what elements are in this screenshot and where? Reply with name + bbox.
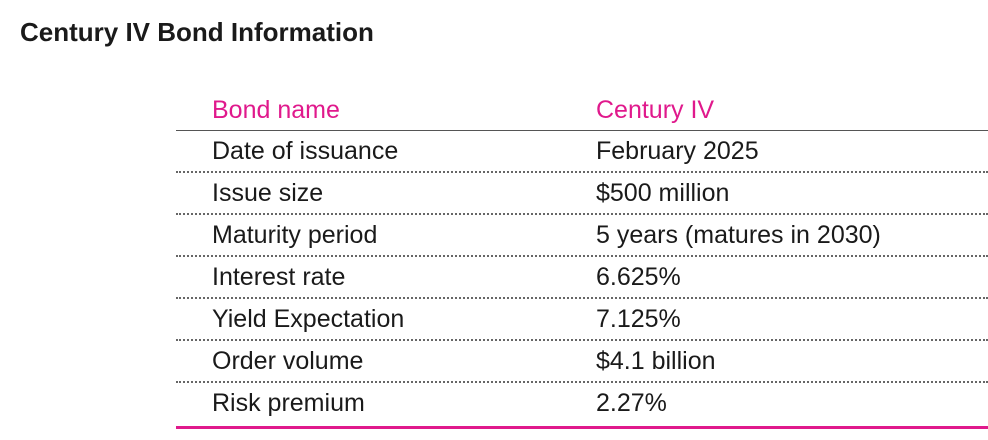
row-label: Maturity period [212, 221, 378, 249]
bond-info-table: Bond name Century IV Date of issuance Fe… [176, 90, 988, 423]
bottom-divider [176, 426, 988, 429]
row-value: February 2025 [596, 137, 759, 165]
row-label: Date of issuance [212, 137, 399, 165]
row-value: 5 years (matures in 2030) [596, 221, 881, 249]
row-label: Issue size [212, 179, 324, 207]
table-row: Order volume $4.1 billion [176, 341, 988, 383]
row-label: Interest rate [212, 263, 346, 291]
row-value: $4.1 billion [596, 347, 716, 375]
row-value: 2.27% [596, 389, 667, 417]
table-row: Interest rate 6.625% [176, 257, 988, 299]
row-value: $500 million [596, 179, 730, 207]
row-label: Risk premium [212, 389, 365, 417]
table-row: Risk premium 2.27% [176, 383, 988, 423]
row-value: 6.625% [596, 263, 681, 291]
table-row: Issue size $500 million [176, 173, 988, 215]
header-value: Century IV [596, 96, 715, 124]
table-row: Yield Expectation 7.125% [176, 299, 988, 341]
table-header-row: Bond name Century IV [176, 90, 988, 131]
row-label: Yield Expectation [212, 305, 405, 333]
table-row: Maturity period 5 years (matures in 2030… [176, 215, 988, 257]
row-label: Order volume [212, 347, 364, 375]
page-title: Century IV Bond Information [20, 17, 374, 47]
table-row: Date of issuance February 2025 [176, 131, 988, 173]
row-value: 7.125% [596, 305, 681, 333]
header-label: Bond name [212, 96, 340, 124]
